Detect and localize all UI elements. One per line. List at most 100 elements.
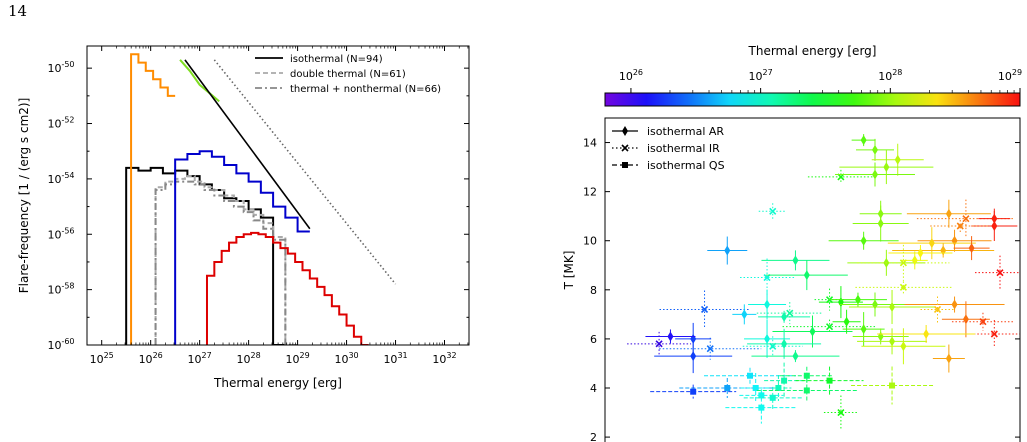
marker-diamond — [951, 235, 958, 246]
marker-diamond — [928, 238, 935, 249]
marker-x — [956, 222, 964, 230]
marker-diamond — [991, 221, 998, 231]
marker-diamond — [764, 299, 771, 310]
marker-diamond — [877, 218, 884, 229]
marker-square — [758, 392, 765, 399]
colorbar — [604, 92, 1021, 107]
series-line-0 — [125, 166, 286, 345]
colorbar-tick-label: 1029 — [998, 68, 1022, 83]
series-line-5 — [130, 53, 176, 345]
marker-diamond — [900, 341, 907, 352]
marker-square — [724, 385, 731, 391]
marker-x — [706, 345, 714, 353]
x-axis-label: Thermal energy [erg] — [213, 376, 342, 390]
marker-x — [786, 309, 794, 317]
marker-x — [837, 408, 845, 417]
series-line-7 — [184, 59, 311, 230]
y-tick-label: 2 — [590, 431, 597, 442]
marker-diamond — [889, 302, 896, 312]
legend-marker-diamond — [622, 126, 628, 136]
colorbar-tick-label: 1028 — [878, 68, 902, 83]
marker-diamond — [962, 314, 969, 325]
marker-x — [769, 342, 777, 350]
marker-x — [837, 173, 845, 181]
x-tick-label: 1032 — [432, 351, 456, 366]
marker-square — [826, 377, 833, 384]
legend-label: isothermal (N=94) — [290, 54, 383, 65]
series-line-6 — [179, 59, 220, 103]
marker-diamond — [889, 336, 896, 347]
marker-diamond — [991, 213, 998, 224]
marker-diamond — [883, 162, 890, 173]
y-axis-label: Flare-frequency [1 / (erg s cm2)] — [17, 98, 31, 294]
marker-x — [655, 340, 663, 348]
x-tick-label: 1030 — [334, 351, 358, 366]
marker-diamond — [690, 351, 697, 362]
marker-x — [933, 305, 942, 314]
marker-diamond — [877, 208, 884, 219]
y-tick-label: 14 — [583, 137, 597, 150]
marker-square — [752, 385, 759, 391]
marker-x — [769, 207, 777, 215]
marker-x — [990, 330, 998, 338]
legend-label: thermal + nonthermal (N=66) — [290, 84, 441, 95]
marker-diamond — [792, 351, 799, 362]
marker-diamond — [877, 331, 884, 342]
marker-x — [996, 269, 1004, 277]
x-tick-label: 1025 — [90, 351, 114, 366]
marker-x — [825, 323, 834, 331]
colorbar-tick-label: 1026 — [619, 68, 643, 83]
marker-x — [979, 318, 987, 326]
series-line-1 — [154, 175, 298, 345]
marker-diamond — [854, 294, 861, 305]
legend-label: isothermal AR — [647, 125, 724, 138]
legend-label: double thermal (N=61) — [290, 69, 406, 80]
y-tick-label: 8 — [590, 284, 597, 297]
marker-x — [763, 273, 771, 282]
x-tick-label: 1029 — [285, 351, 309, 366]
series-line-4 — [205, 231, 369, 345]
marker-diamond — [883, 257, 890, 268]
marker-diamond — [940, 245, 947, 256]
marker-diamond — [667, 331, 674, 342]
legend-marker-x — [621, 144, 629, 152]
marker-diamond — [764, 333, 771, 344]
marker-square — [747, 372, 753, 379]
marker-diamond — [872, 144, 878, 155]
series-line-8 — [213, 59, 397, 285]
marker-square — [803, 387, 810, 394]
marker-diamond — [945, 208, 952, 219]
marker-square — [889, 382, 896, 389]
marker-diamond — [843, 316, 850, 327]
marker-x — [899, 283, 907, 291]
marker-square — [803, 372, 810, 379]
page-number: 14 — [8, 2, 28, 20]
marker-diamond — [894, 154, 901, 165]
y-tick-label: 10-58 — [47, 282, 74, 297]
y-tick-label: 10 — [583, 235, 597, 248]
marker-diamond — [837, 297, 844, 308]
marker-diamond — [860, 324, 867, 335]
marker-diamond — [781, 338, 788, 349]
marker-diamond — [911, 255, 918, 266]
marker-diamond — [968, 243, 975, 254]
marker-diamond — [809, 326, 816, 337]
right-axes-frame — [604, 117, 1021, 442]
marker-square — [758, 404, 765, 411]
y-tick-label: 10-56 — [47, 226, 74, 241]
marker-diamond — [917, 248, 924, 258]
y-tick-label: 12 — [583, 186, 597, 199]
flare-frequency-chart: 1025 1026 1027 1028 1029 1030 1031 1032 10-50 10-… — [17, 45, 470, 390]
marker-diamond — [872, 299, 878, 310]
marker-square — [690, 388, 697, 395]
marker-diamond — [872, 169, 878, 180]
marker-diamond — [860, 235, 867, 246]
plot-area — [125, 53, 397, 345]
legend-label: isothermal IR — [647, 142, 720, 155]
y-axis-label: T [MK] — [562, 251, 576, 291]
marker-diamond — [803, 270, 810, 281]
marker-diamond — [923, 329, 930, 339]
x-tick-label: 1031 — [383, 351, 407, 366]
marker-diamond — [945, 353, 952, 364]
marker-diamond — [781, 311, 788, 322]
